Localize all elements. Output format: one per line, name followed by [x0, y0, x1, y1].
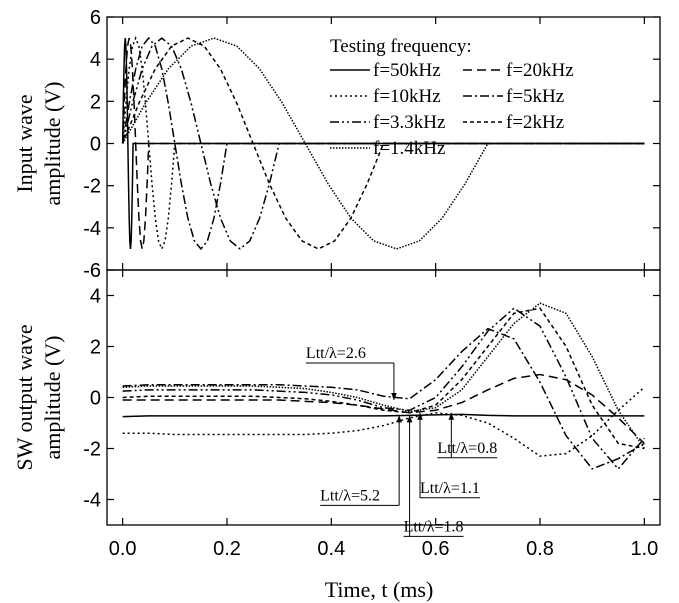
legend-label: f=5kHz: [506, 86, 564, 107]
data-line: [121, 38, 645, 249]
x-tick-label: 0.8: [526, 538, 554, 560]
legend-label: f=1.4kHz: [373, 138, 445, 159]
x-tick-label: 0.6: [422, 538, 450, 560]
data-line: [122, 386, 645, 457]
y-axis-label: amplitude (V): [40, 81, 65, 205]
y-tick-label: -6: [83, 260, 101, 282]
legend-label: f=20kHz: [506, 60, 574, 81]
legend-label: f=50kHz: [373, 60, 441, 81]
y-tick-label: -2: [83, 439, 101, 461]
y-tick-label: 6: [90, 7, 101, 29]
data-line: [122, 413, 645, 418]
annotation-label: Ltt/λ=1.8: [404, 518, 464, 535]
legend-label: f=10kHz: [373, 86, 441, 107]
x-axis-label: Time, t (ms): [325, 577, 434, 602]
data-line: [122, 307, 645, 450]
x-tick-label: 0.2: [213, 538, 241, 560]
legend-title: Testing frequency:: [330, 36, 472, 57]
plot-frame: [106, 269, 661, 526]
data-line: [122, 373, 645, 444]
data-line: [121, 37, 489, 250]
annotation-label: Ltt/λ=2.6: [306, 345, 366, 362]
y-tick-label: 4: [90, 49, 101, 71]
y-axis-label: Input wave: [12, 94, 37, 192]
y-axis-label: amplitude (V): [40, 335, 65, 459]
y-axis-label: SW output wave: [12, 324, 37, 470]
y-tick-label: 0: [90, 388, 101, 410]
data-line: [121, 36, 645, 251]
y-tick-label: -4: [83, 490, 101, 512]
y-tick-label: 2: [90, 337, 101, 359]
y-tick-label: -2: [83, 176, 101, 198]
data-line: [121, 37, 645, 250]
data-line: [122, 302, 645, 449]
x-tick-label: 0.4: [317, 538, 345, 560]
annotation-label: Ltt/λ=1.1: [420, 480, 480, 497]
x-tick-label: 1.0: [630, 538, 658, 560]
data-line: [121, 37, 645, 250]
annotation-label: Ltt/λ=0.8: [437, 440, 497, 457]
data-line: [122, 327, 645, 470]
legend-label: f=3.3kHz: [373, 112, 445, 133]
y-tick-label: -4: [83, 218, 101, 240]
annotation-label: Ltt/λ=5.2: [320, 487, 380, 504]
y-tick-label: 4: [90, 286, 101, 308]
data-line: [122, 307, 645, 471]
x-tick-label: 0.0: [109, 538, 137, 560]
y-tick-label: 2: [90, 91, 101, 113]
legend-label: f=2kHz: [506, 112, 564, 133]
data-line: [121, 37, 645, 250]
y-tick-label: 0: [90, 134, 101, 156]
